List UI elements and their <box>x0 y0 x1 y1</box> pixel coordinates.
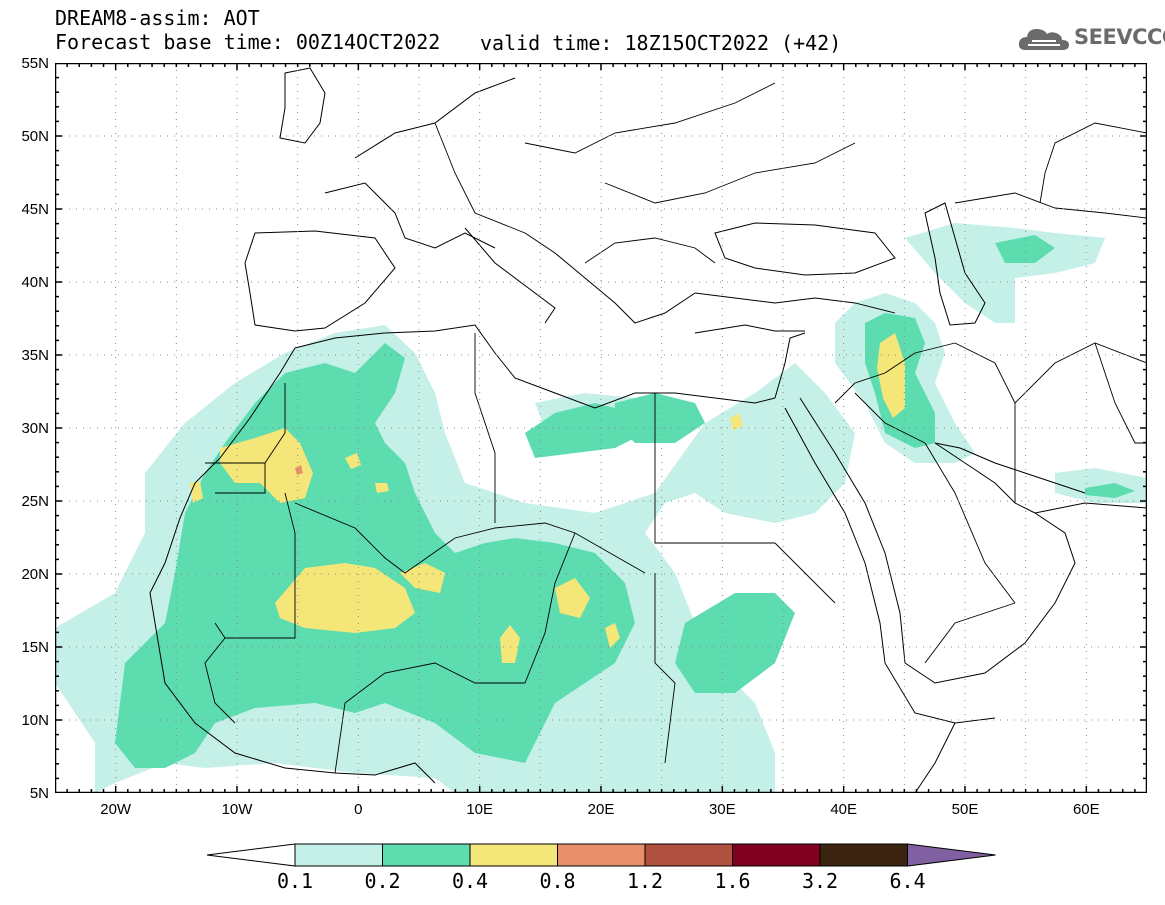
lon-tick-label: 0 <box>354 801 362 818</box>
lon-tick-label: 60E <box>1073 801 1100 818</box>
colorbar-arrow-low <box>206 843 296 867</box>
lat-tick-label: 40N <box>21 274 49 291</box>
colorbar-swatch <box>294 843 383 867</box>
forecast-base-time: Forecast base time: 00Z14OCT2022 <box>55 30 441 54</box>
graticule <box>55 63 1147 793</box>
country-borders <box>204 82 1147 774</box>
colorbar-arrow-high <box>907 843 996 867</box>
lat-tick-label: 10N <box>21 712 49 729</box>
lat-tick-label: 55N <box>21 55 49 72</box>
seevccc-logo: SEEVCCC <box>1016 22 1165 56</box>
colorbar-swatch <box>732 843 821 867</box>
colorbar-swatch <box>644 843 733 867</box>
lat-tick-label: 5N <box>30 785 49 802</box>
lat-tick-label: 25N <box>21 493 49 510</box>
lon-tick-label: 30E <box>709 801 736 818</box>
lat-tick-label: 50N <box>21 128 49 145</box>
lat-tick-label: 35N <box>21 347 49 364</box>
coastlines <box>149 67 1147 793</box>
lon-tick-label: 40E <box>830 801 857 818</box>
aot-field <box>55 223 1147 793</box>
map-title: DREAM8-assim: AOT <box>55 6 260 30</box>
colorbar-label: 1.2 <box>627 869 663 892</box>
lon-tick-label: 10E <box>466 801 493 818</box>
lon-tick-label: 20E <box>588 801 615 818</box>
colorbar-label: 0.2 <box>364 869 400 892</box>
colorbar-label: 0.1 <box>277 869 313 892</box>
lat-tick-label: 15N <box>21 639 49 656</box>
valid-time: valid time: 18Z15OCT2022 (+42) <box>480 31 842 55</box>
aot-map <box>55 63 1147 793</box>
colorbar-label: 3.2 <box>802 869 838 892</box>
aot-band-0.4 <box>275 563 415 633</box>
lon-tick-label: 20W <box>100 801 132 818</box>
colorbar-swatch <box>382 843 471 867</box>
colorbar-swatch <box>469 843 558 867</box>
colorbar-label: 0.8 <box>539 869 575 892</box>
colorbar-label: 1.6 <box>714 869 750 892</box>
lat-tick-label: 45N <box>21 201 49 218</box>
axis-ticks <box>55 63 1147 793</box>
colorbar-swatch <box>557 843 646 867</box>
lon-tick-label: 10W <box>222 801 254 818</box>
colorbar-label: 6.4 <box>889 869 925 892</box>
lon-tick-label: 50E <box>952 801 979 818</box>
aot-colorbar: 0.1 0.2 0.4 0.8 1.2 1.6 3.2 6.4 <box>206 843 996 892</box>
lat-tick-label: 20N <box>21 566 49 583</box>
lat-tick-label: 30N <box>21 420 49 437</box>
colorbar-label: 0.4 <box>452 869 488 892</box>
colorbar-swatch <box>819 843 908 867</box>
cloud-icon <box>1018 29 1069 50</box>
logo-text: SEEVCCC <box>1074 25 1165 49</box>
